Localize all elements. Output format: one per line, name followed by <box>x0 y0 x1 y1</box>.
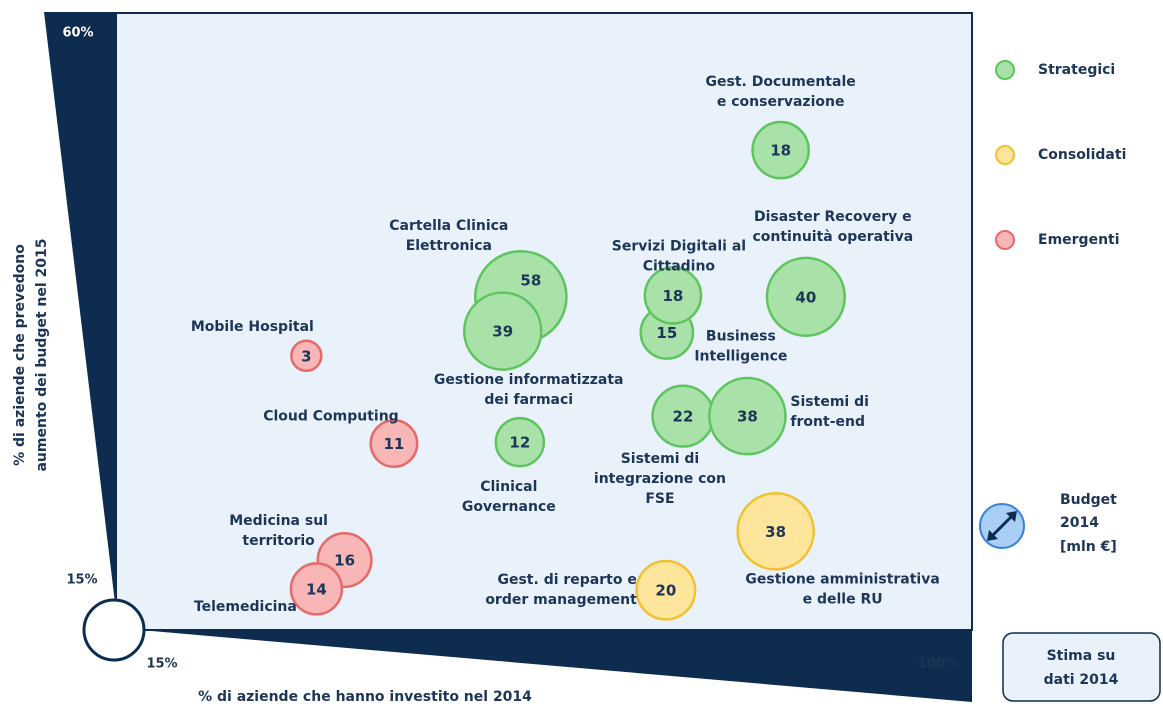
bubble <box>462 291 543 371</box>
bubble-value: 11 <box>384 435 405 453</box>
bubble-label: Cloud Computing <box>263 409 399 425</box>
legend-marker <box>995 60 1015 80</box>
bubble-label: Servizi Digitali al Cittadino <box>612 238 746 274</box>
bubble-label-line: Governance <box>462 499 556 515</box>
bubble-value: 40 <box>795 288 816 306</box>
note-line: dati 2014 <box>1044 672 1119 688</box>
bubble-label-line: Servizi Digitali al <box>612 238 746 254</box>
size-legend-line: Budget <box>1060 492 1117 508</box>
x-tick-label: 15% <box>146 657 177 672</box>
bubble <box>765 256 846 337</box>
size-legend-arrowhead <box>1006 511 1017 522</box>
bubble-label-line: Cittadino <box>643 258 716 274</box>
bubble-label-line: Gestione informatizzata <box>434 372 624 388</box>
bubble-label: Gestione amministrativa e delle RU <box>745 571 939 607</box>
legend-marker <box>995 230 1015 250</box>
bubble-value: 20 <box>655 582 676 600</box>
bubble-label-line: integrazione con <box>594 471 726 487</box>
size-legend-line: 2014 <box>1060 515 1099 531</box>
y-tick-label: 60% <box>62 26 93 41</box>
bubble-label-line: territorio <box>242 533 315 549</box>
legend-marker <box>995 145 1015 165</box>
y-axis-title-line: % di aziende che prevedono <box>12 244 28 466</box>
bubble <box>635 559 697 621</box>
bubble-label-line: Sistemi di <box>621 451 699 467</box>
bubble-label-line: order management <box>485 592 637 608</box>
bubble-value: 22 <box>673 408 694 426</box>
bubble-label-line: Telemedicina <box>194 599 297 615</box>
legend-label: Strategici <box>1038 62 1115 78</box>
bubble-label-line: e conservazione <box>717 94 845 110</box>
bubble-value: 58 <box>520 271 541 289</box>
bubble-value: 18 <box>770 142 791 160</box>
bubble <box>494 416 546 468</box>
bubble-label-line: Gest. Documentale <box>706 74 856 90</box>
bubble-label-line: Mobile Hospital <box>191 319 314 335</box>
size-legend-arrowhead <box>987 530 998 541</box>
y-tick-label: 15% <box>66 573 97 588</box>
bubble-value: 3 <box>301 347 311 365</box>
bubble-label: Gestione informatizzata dei farmaci <box>434 372 624 408</box>
bubble-label: Gest. Documentale e conservazione <box>706 74 856 110</box>
bubble-label-line: Cloud Computing <box>263 409 399 425</box>
bubble-label: Gest. di reparto e order management <box>485 572 637 608</box>
note-box <box>1002 632 1161 702</box>
bubble-value: 14 <box>306 580 327 598</box>
bubble-label-line: Cartella Clinica <box>389 218 508 234</box>
size-legend-label: Budget 2014 [mln €] <box>1060 492 1117 555</box>
bubble-label: Telemedicina <box>194 599 297 615</box>
bubble-label: Sistemi di integrazione con FSE <box>594 451 726 507</box>
bubble-label-line: Gestione amministrativa <box>745 571 939 587</box>
bubble-value: 38 <box>737 408 758 426</box>
x-tick-label: 100% <box>918 657 958 672</box>
y-axis-title-line: aumento dei budget nel 2015 <box>34 238 50 471</box>
note: Stima su dati 2014 <box>1044 648 1119 688</box>
bubble-value: 12 <box>509 434 530 452</box>
bubble-label-line: dei farmaci <box>484 392 573 408</box>
bubble-value: 15 <box>656 324 677 342</box>
bubble-label-line: Sistemi di <box>790 394 868 410</box>
bubble-label: Disaster Recovery e continuità operativa <box>752 209 913 245</box>
x-axis-wedge <box>140 630 972 702</box>
bubble-label: Cartella Clinica Elettronica <box>389 218 508 254</box>
bubble <box>289 562 344 616</box>
bubble-label-line: Gest. di reparto e <box>497 572 636 588</box>
bubble-value: 18 <box>662 287 683 305</box>
bubble-label: Sistemi di front-end <box>790 394 868 430</box>
bubble-label-line: FSE <box>645 491 674 507</box>
bubble-label-line: front-end <box>790 414 865 430</box>
bubble-value: 16 <box>334 552 355 570</box>
bubble-label: Business Intelligence <box>694 328 787 364</box>
bubble-label: Mobile Hospital <box>191 319 314 335</box>
bubble <box>643 266 703 325</box>
bubble-value: 38 <box>765 523 786 541</box>
size-legend-line: [mln €] <box>1060 539 1117 555</box>
bubble-label: Clinical Governance <box>462 479 556 515</box>
bubble-label: Medicina sul territorio <box>229 513 328 549</box>
legend-label: Emergenti <box>1038 232 1120 248</box>
y-axis-title: % di aziende che prevedono aumento dei bu… <box>12 238 50 471</box>
bubble-label-line: Elettronica <box>406 238 492 254</box>
legend-label: Consolidati <box>1038 147 1126 163</box>
y-axis-wedge <box>44 12 118 628</box>
bubble <box>751 120 810 180</box>
bubble-label-line: e delle RU <box>803 591 883 607</box>
origin-circle <box>82 598 146 662</box>
bubble-label-line: Disaster Recovery e <box>754 209 912 225</box>
bubble <box>708 376 787 456</box>
bubble-label-line: Medicina sul <box>229 513 328 529</box>
bubble <box>369 419 419 469</box>
bubble-value: 39 <box>492 323 513 341</box>
note-line: Stima su <box>1047 648 1116 664</box>
bubble <box>736 491 815 571</box>
x-axis-title: % di aziende che hanno investito nel 201… <box>198 689 532 705</box>
bubble-label-line: Clinical <box>480 479 537 495</box>
bubble-label-line: Business <box>706 328 776 344</box>
bubble-label-line: continuità operativa <box>752 229 913 245</box>
bubble <box>290 339 323 373</box>
size-legend-arrow <box>988 512 1016 540</box>
bubble-label-line: Intelligence <box>694 348 787 364</box>
